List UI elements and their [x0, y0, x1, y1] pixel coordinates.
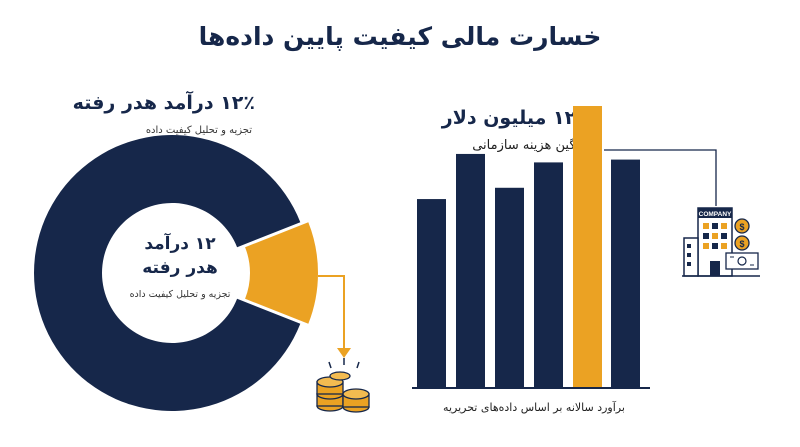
- building-label: COMPANY: [699, 211, 732, 218]
- bar: [534, 162, 563, 388]
- bar-subheading: میانگین هزینه سازمانی: [472, 138, 595, 153]
- bar: [456, 153, 485, 388]
- coins-icon: [316, 358, 370, 413]
- donut-chart: [33, 135, 318, 411]
- donut-center-line2: هدر رفته: [142, 258, 218, 278]
- donut-heading: ۱۲٪ درآمد هدر رفته: [72, 92, 255, 114]
- bar: [417, 199, 446, 388]
- donut-center-sub: تجزیه و تحلیل کیفیت داده: [129, 289, 231, 300]
- building-connector-line: [604, 149, 717, 206]
- arrow-head-icon: [337, 348, 351, 358]
- bar: [611, 159, 640, 388]
- donut-center-line1: ۱۲ درآمد: [144, 234, 216, 254]
- connector-line: [318, 275, 345, 350]
- donut-center-label: ۱۲ درآمد هدر رفته تجزیه و تحلیل کیفیت دا…: [110, 232, 250, 300]
- svg-text:$: $: [739, 239, 744, 249]
- page-title: خسارت مالی کیفیت پایین داده‌ها: [198, 22, 602, 51]
- bar: [495, 187, 524, 388]
- bar-highlight: [573, 106, 602, 388]
- decorations: COMPANY $ $: [316, 149, 760, 413]
- bar-caption: برآورد سالانه بر اساس داده‌های تحریریه: [443, 401, 625, 414]
- donut-subheading: تجزیه و تحلیل کیفیت داده: [145, 125, 252, 136]
- donut-slice-highlight: [245, 222, 318, 324]
- bar-chart: [417, 106, 640, 388]
- company-building-icon: COMPANY $ $: [682, 207, 760, 277]
- svg-text:$: $: [739, 222, 744, 232]
- donut-slice: [33, 135, 301, 411]
